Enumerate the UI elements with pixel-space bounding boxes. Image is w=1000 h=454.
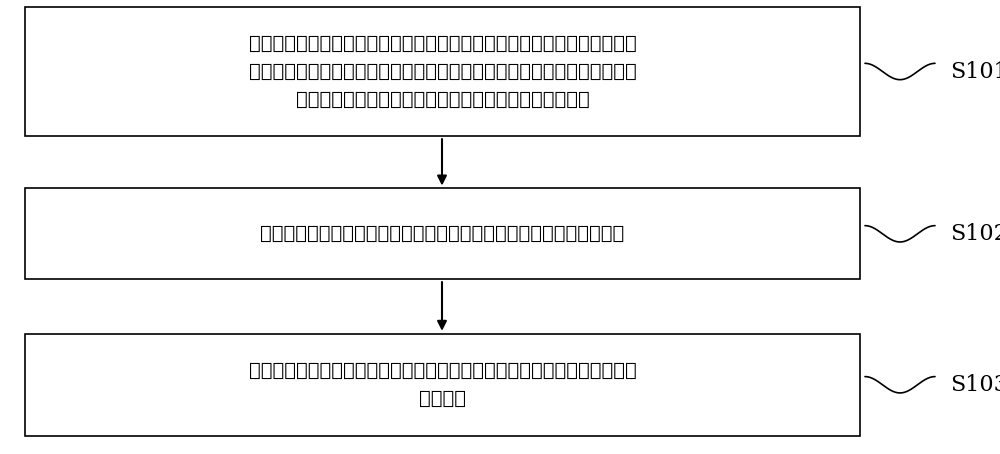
Text: 获取所述换热器运行时的与所述实际运行数据对应的实际运行状态数据: 获取所述换热器运行时的与所述实际运行数据对应的实际运行状态数据	[260, 224, 625, 243]
Bar	[25, 334, 860, 436]
Text: S102: S102	[950, 223, 1000, 245]
Text: 采集换热器运行时的实际运行数据，并根据所述实际运行数据和预先确定的
运行状态模型，计算得到理论运行状态数据；其中，所述运行状态模型是根
据所述换热器无脏堵时的运: 采集换热器运行时的实际运行数据，并根据所述实际运行数据和预先确定的 运行状态模型…	[249, 34, 636, 109]
Text: S103: S103	[950, 374, 1000, 396]
Text: 根据所述实际运行状态数据和所述理论运行状态数据，确定所述换热器是否
发生脏堵: 根据所述实际运行状态数据和所述理论运行状态数据，确定所述换热器是否 发生脏堵	[249, 361, 636, 408]
Bar	[25, 188, 860, 279]
Text: S101: S101	[950, 60, 1000, 83]
Bar	[25, 7, 860, 136]
